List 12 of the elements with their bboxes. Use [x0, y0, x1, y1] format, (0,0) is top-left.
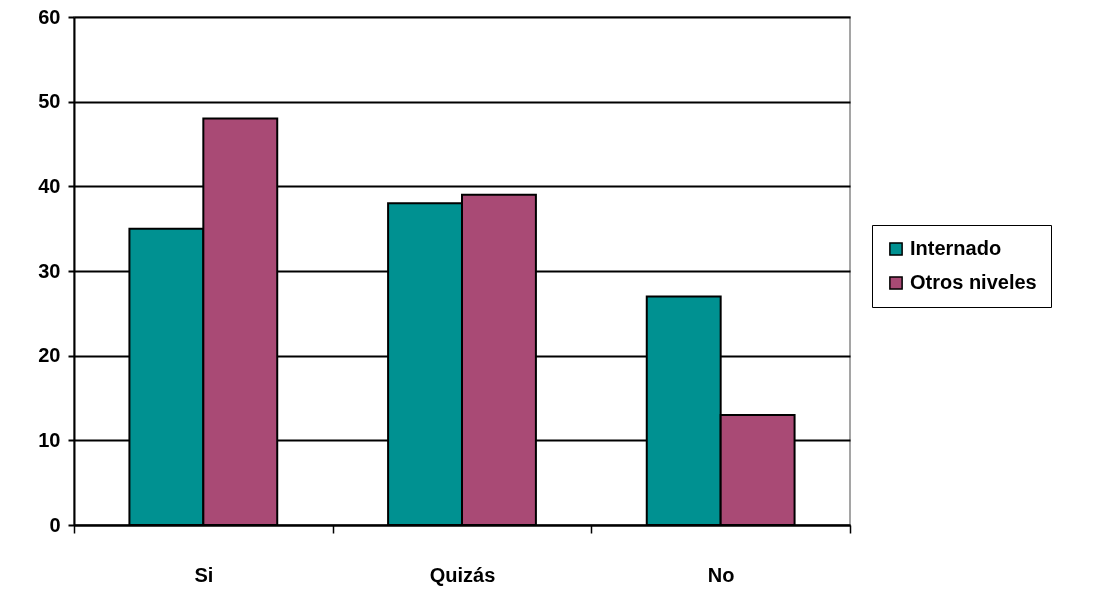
x-tick-label: Quizás	[429, 563, 496, 586]
y-tick-label: 0	[49, 513, 61, 536]
legend-label: Internado	[910, 237, 1002, 259]
y-tick-label: 60	[38, 5, 61, 28]
y-tick-label: 10	[38, 428, 61, 451]
x-tick-label: No	[707, 563, 735, 586]
y-tick-label: 30	[38, 259, 61, 282]
x-tick-label: Si	[194, 563, 214, 586]
y-tick-label: 20	[38, 344, 61, 367]
y-tick-label: 40	[38, 174, 61, 197]
legend-label: Otros niveles	[910, 271, 1037, 293]
y-tick-label: 50	[38, 90, 61, 113]
